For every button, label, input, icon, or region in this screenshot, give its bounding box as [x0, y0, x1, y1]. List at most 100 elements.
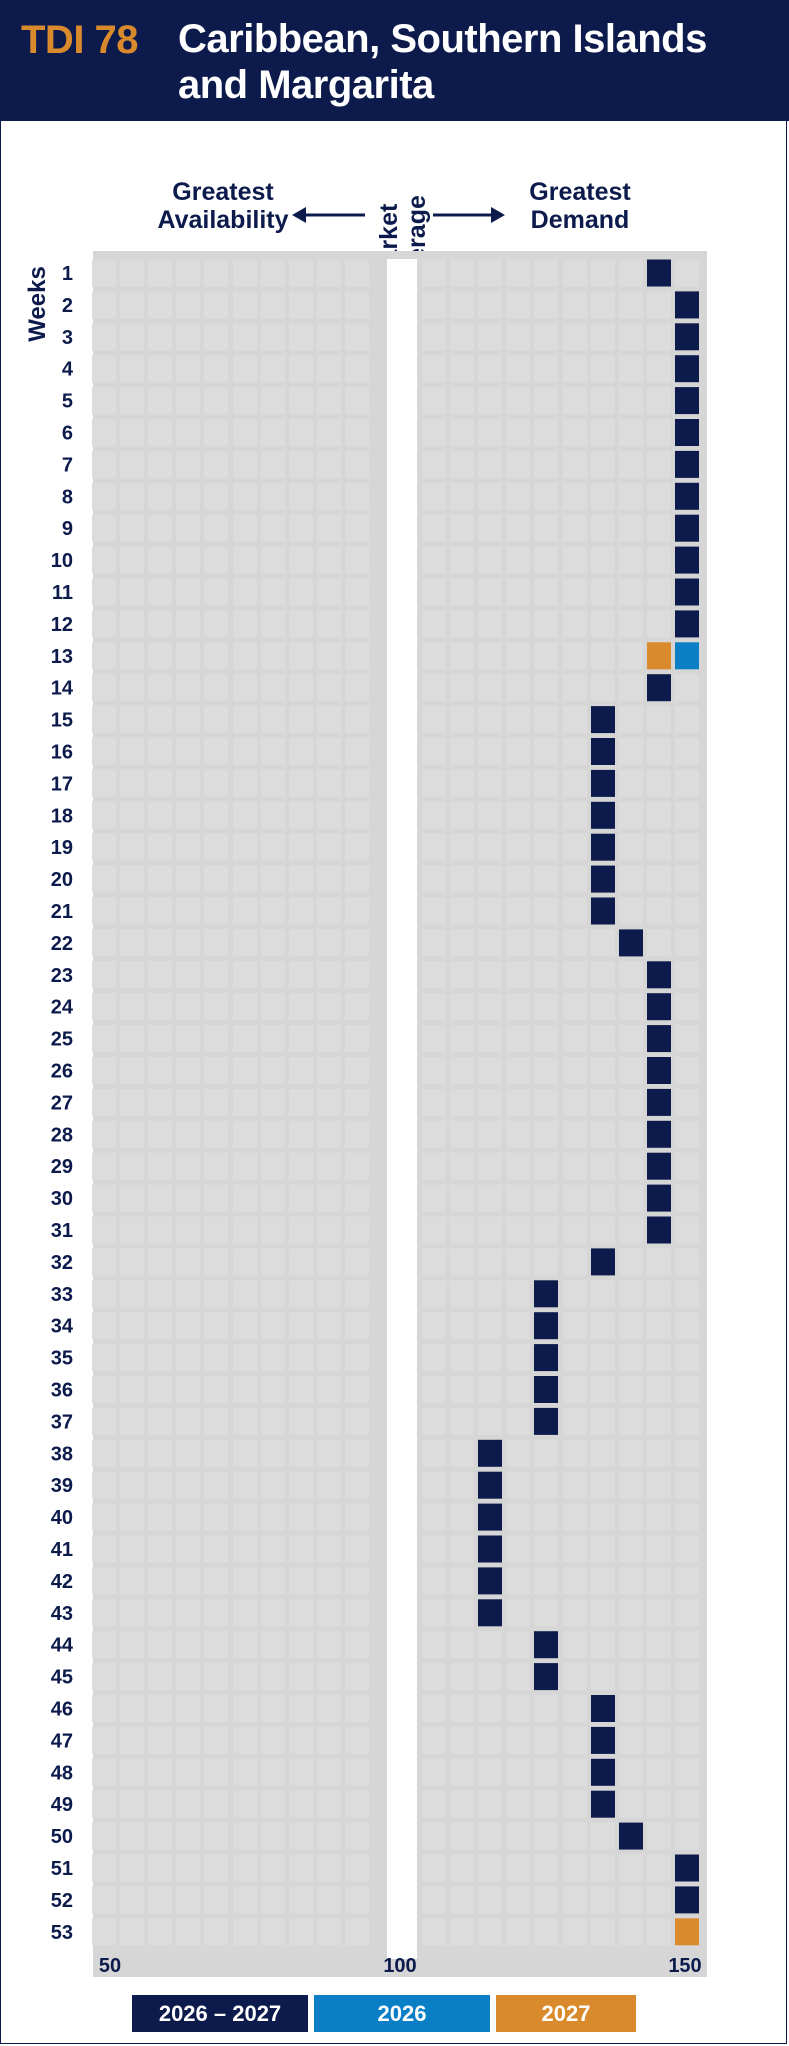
grid-cell	[506, 1599, 530, 1627]
grid-cell	[675, 833, 699, 861]
grid-cell	[148, 674, 172, 702]
grid-cell	[289, 1790, 313, 1818]
grid-cell	[176, 674, 200, 702]
grid-cell	[317, 259, 341, 287]
grid-cell	[591, 1631, 615, 1659]
grid-cell	[506, 993, 530, 1021]
grid-cell	[675, 1790, 699, 1818]
grid-cell	[591, 1599, 615, 1627]
grid-cell	[120, 1631, 144, 1659]
grid-cell	[591, 1439, 615, 1467]
grid-cell	[289, 929, 313, 957]
grid-cell	[478, 674, 502, 702]
grid-cell	[478, 993, 502, 1021]
grid-cell	[92, 865, 116, 893]
grid-cell	[675, 769, 699, 797]
grid-cell	[563, 1376, 587, 1403]
grid-cell	[148, 291, 172, 319]
grid-cell	[289, 993, 313, 1021]
grid-cell	[619, 610, 643, 638]
week-label-36: 36	[51, 1380, 73, 1402]
grid-cell	[506, 929, 530, 957]
grid-cell	[422, 1695, 446, 1722]
grid-cell	[534, 1758, 558, 1786]
mark-series0-week-48	[591, 1758, 615, 1786]
grid-cell	[478, 259, 502, 287]
grid-cell	[92, 1248, 116, 1276]
grid-cell	[317, 482, 341, 510]
mark-series0-week-30	[647, 1184, 671, 1212]
grid-cell	[450, 1439, 474, 1467]
mark-series0-week-31	[647, 1216, 671, 1244]
grid-cell	[563, 1535, 587, 1563]
grid-cell	[478, 1248, 502, 1276]
grid-cell	[92, 259, 116, 287]
grid-cell	[422, 1886, 446, 1914]
grid-cell	[534, 1535, 558, 1563]
grid-cell	[345, 674, 369, 702]
grid-cell	[619, 674, 643, 702]
grid-cell	[591, 578, 615, 606]
grid-cell	[563, 1248, 587, 1276]
grid-cell	[506, 674, 530, 702]
grid-cell	[289, 1567, 313, 1595]
grid-cell	[345, 1376, 369, 1403]
grid-cell	[345, 1184, 369, 1212]
grid-cell	[619, 419, 643, 446]
grid-cell	[675, 1535, 699, 1563]
week-label-10: 10	[51, 550, 73, 572]
grid-cell	[261, 355, 285, 383]
grid-cell	[506, 1280, 530, 1308]
grid-cell	[422, 578, 446, 606]
grid-cell	[289, 1025, 313, 1053]
grid-cell	[345, 769, 369, 797]
grid-cell	[450, 1248, 474, 1276]
grid-cell	[289, 1663, 313, 1691]
mark-series0-week-2	[675, 291, 699, 319]
x-tick-150: 150	[668, 1955, 701, 1977]
grid-cell	[148, 642, 172, 670]
grid-cell	[619, 961, 643, 989]
grid-cell	[261, 1088, 285, 1116]
grid-cell	[120, 993, 144, 1021]
mark-series0-week-45	[534, 1663, 558, 1691]
grid-cell	[176, 1120, 200, 1148]
grid-cell	[563, 1471, 587, 1499]
grid-cell	[647, 578, 671, 606]
grid-cell	[591, 1216, 615, 1244]
grid-cell	[506, 1918, 530, 1946]
grid-cell	[478, 929, 502, 957]
grid-cell	[675, 1631, 699, 1659]
grid-cell	[148, 706, 172, 734]
grid-cell	[204, 1088, 228, 1116]
grid-cell	[506, 1216, 530, 1244]
grid-cell	[120, 482, 144, 510]
grid-cell	[478, 865, 502, 893]
grid-cell	[233, 1344, 257, 1372]
grid-cell	[176, 961, 200, 989]
grid-cell	[345, 1695, 369, 1722]
grid-cell	[422, 1152, 446, 1180]
grid-cell	[148, 738, 172, 765]
grid-cell	[148, 769, 172, 797]
grid-cell	[289, 546, 313, 574]
grid-cell	[204, 642, 228, 670]
grid-cell	[92, 1822, 116, 1850]
grid-cell	[148, 482, 172, 510]
grid-cell	[233, 642, 257, 670]
grid-cell	[345, 450, 369, 478]
grid-cell	[261, 1280, 285, 1308]
grid-cell	[92, 1599, 116, 1627]
grid-cell	[675, 1216, 699, 1244]
grid-cell	[204, 1057, 228, 1084]
grid-cell	[148, 1918, 172, 1946]
grid-cell	[176, 738, 200, 765]
grid-cell	[619, 1376, 643, 1403]
grid-cell	[563, 355, 587, 383]
grid-cell	[591, 482, 615, 510]
grid-cell	[120, 865, 144, 893]
grid-cell	[261, 897, 285, 925]
grid-cell	[422, 387, 446, 415]
grid-cell	[563, 706, 587, 734]
grid-cell	[148, 1025, 172, 1053]
